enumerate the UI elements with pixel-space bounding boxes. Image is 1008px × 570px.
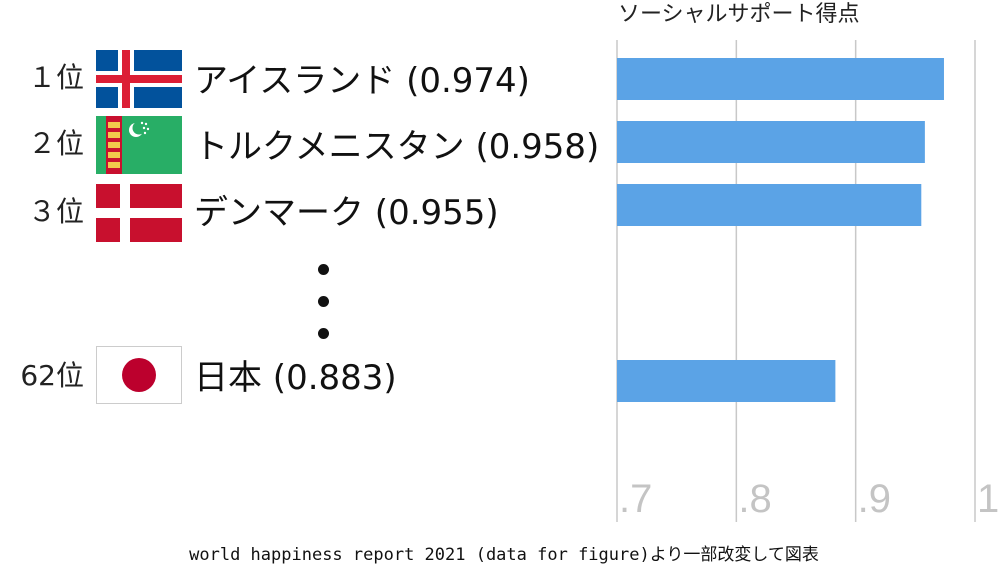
iceland-flag-icon: [96, 50, 182, 108]
country-label: アイスランド (0.974): [194, 61, 530, 101]
ellipsis-dot: [318, 296, 329, 307]
turkmenistan-flag-icon: [96, 116, 182, 174]
x-tick-label: .9: [858, 477, 891, 521]
rank-label: 62位: [20, 359, 84, 392]
x-tick-label: .8: [738, 477, 771, 521]
x-tick-label: .7: [619, 477, 652, 521]
country-label: トルクメニスタン (0.958): [194, 127, 600, 167]
bar-3: [617, 360, 836, 402]
rank-label: ２位: [27, 127, 84, 160]
x-tick-label: 1: [977, 477, 999, 521]
gridlines: [616, 40, 976, 522]
bar-chart: .7 .8 .9 1: [616, 40, 999, 522]
rank-label: ３位: [27, 195, 84, 228]
bars: [617, 58, 944, 402]
source-caption: world happiness report 2021 (data for fi…: [189, 545, 819, 565]
ellipsis-dot: [318, 264, 329, 275]
bar-1: [617, 121, 925, 163]
bar-0: [617, 58, 944, 100]
chart-title: ソーシャルサポート得点: [618, 2, 860, 27]
japan-flag-icon: [96, 346, 182, 404]
denmark-flag-icon: [96, 184, 182, 242]
bar-2: [617, 184, 922, 226]
ellipsis-dot: [318, 328, 329, 339]
rank-label: １位: [27, 61, 84, 94]
country-label: デンマーク (0.955): [194, 193, 499, 233]
tick-labels: .7 .8 .9 1: [619, 477, 999, 521]
country-label: 日本 (0.883): [194, 358, 397, 398]
